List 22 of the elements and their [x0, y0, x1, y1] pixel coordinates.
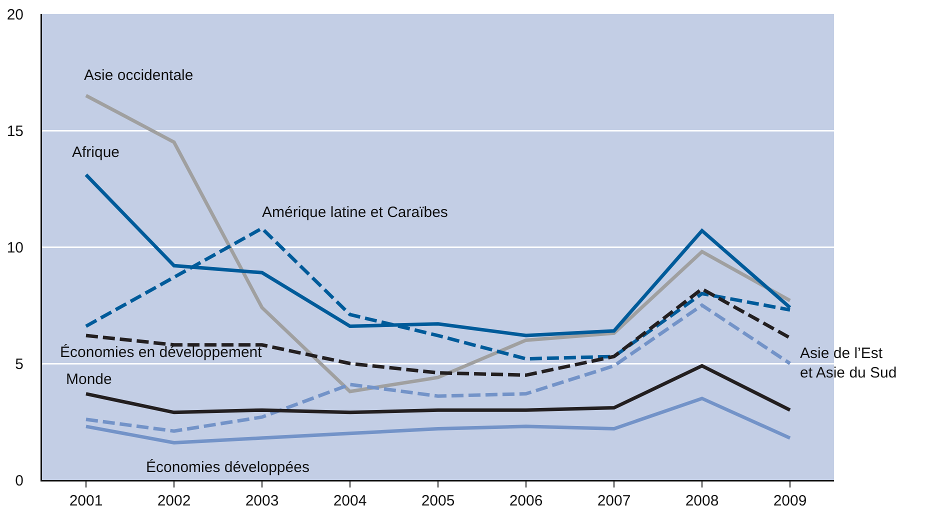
x-tick-label: 2009 — [773, 492, 807, 510]
y-tick-label: 0 — [15, 472, 24, 490]
line-series — [84, 396, 792, 444]
x-tick-label: 2004 — [333, 492, 367, 510]
series-label: Économies en développement — [60, 343, 263, 361]
series-label: Asie occidentale — [84, 67, 194, 84]
series-label: Amérique latine et Caraïbes — [262, 204, 448, 221]
y-tick-label: 20 — [6, 6, 24, 24]
x-tick-label: 2003 — [245, 492, 279, 510]
y-tick-label: 10 — [6, 239, 24, 256]
series-label: Monde — [66, 371, 112, 388]
x-tick-label: 2005 — [421, 492, 455, 510]
y-tick-label: 15 — [6, 122, 24, 140]
series-label: Économies développées — [146, 458, 310, 476]
y-tick-label: 5 — [15, 356, 24, 373]
series-label: Asie de l’Est et Asie du Sud — [800, 345, 897, 382]
x-tick-label: 2001 — [69, 492, 103, 510]
x-tick-label: 2007 — [597, 492, 631, 510]
x-tick-label: 2006 — [509, 492, 543, 510]
x-tick-label: 2008 — [685, 492, 719, 510]
series-label: Afrique — [72, 144, 120, 161]
x-tick-label: 2002 — [157, 492, 191, 510]
